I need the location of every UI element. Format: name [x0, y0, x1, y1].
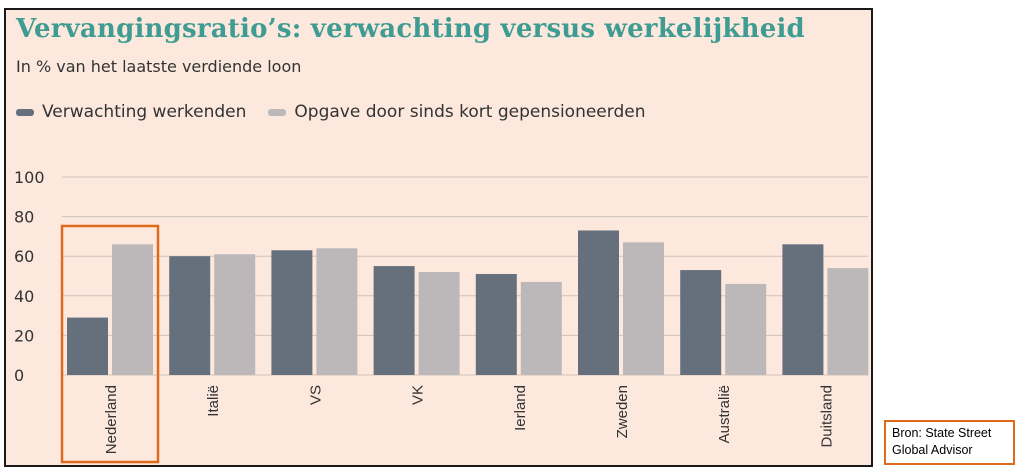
- bar-vk-expected: [373, 266, 415, 375]
- bar-vk-actual: [418, 272, 460, 375]
- chart-title: Vervangingsratio’s: verwachting versus w…: [16, 14, 805, 44]
- chart-subtitle: In % van het laatste verdiende loon: [16, 57, 302, 76]
- x-tick-label-zweden: Zweden: [614, 385, 631, 438]
- bar-nederland-expected: [67, 317, 108, 375]
- bar-ierland-expected: [475, 274, 517, 375]
- x-tick-label-australië: Australië: [716, 385, 733, 443]
- bar-australië-actual: [725, 283, 767, 375]
- source-line-1: Bron: State Street: [892, 426, 992, 440]
- legend-swatch-actual: [268, 108, 287, 116]
- y-tick-label-80: 80: [14, 208, 34, 227]
- bar-duitsland-expected: [782, 244, 824, 375]
- x-tick-label-ierland: Ierland: [512, 385, 529, 431]
- legend: Verwachting werkenden Opgave door sinds …: [16, 102, 667, 122]
- chart-frame: 0 20 40 60 80 100 Nederland Italië VS VK Ierland Zw…: [4, 8, 873, 467]
- bar-italië-actual: [214, 254, 256, 375]
- bar-zweden-actual: [623, 242, 664, 375]
- y-tick-label-60: 60: [14, 247, 34, 266]
- legend-swatch-expected: [16, 108, 34, 116]
- y-tick-label-100: 100: [14, 168, 45, 187]
- x-tick-label-italië: Italië: [205, 385, 222, 417]
- bar-vs-actual: [316, 248, 358, 375]
- legend-item-expected: Verwachting werkenden: [16, 102, 246, 122]
- bar-australië-expected: [680, 270, 722, 375]
- bar-nederland-actual: [112, 244, 153, 375]
- bar-italië-expected: [169, 256, 211, 375]
- y-tick-label-40: 40: [14, 287, 34, 306]
- x-tick-label-duitsland: Duitsland: [818, 385, 835, 448]
- legend-label-expected: Verwachting werkenden: [42, 102, 247, 122]
- legend-label-actual: Opgave door sinds kort gepensioneerden: [294, 102, 646, 122]
- highlight-box-nederland: [60, 224, 160, 464]
- bar-ierland-actual: [520, 281, 562, 375]
- y-tick-label-0: 0: [14, 366, 24, 385]
- x-tick-label-vk: VK: [410, 385, 427, 405]
- source-line-2: Global Advisor: [892, 443, 973, 457]
- bar-zweden-expected: [578, 230, 619, 375]
- x-tick-label-vs: VS: [307, 385, 324, 405]
- y-tick-label-20: 20: [14, 326, 34, 345]
- bar-duitsland-actual: [827, 268, 869, 375]
- legend-item-actual: Opgave door sinds kort gepensioneerden: [268, 102, 645, 122]
- x-tick-label-nederland: Nederland: [103, 385, 120, 454]
- plot-area: 0 20 40 60 80 100 Nederland Italië VS VK Ierland Zw…: [14, 168, 869, 464]
- bar-vs-expected: [271, 250, 313, 375]
- source-note: Bron: State Street Global Advisor: [884, 420, 1015, 465]
